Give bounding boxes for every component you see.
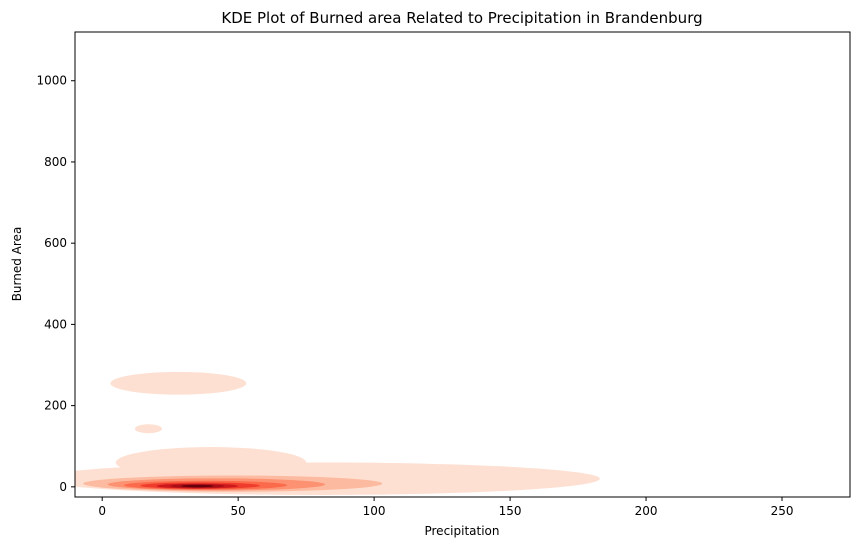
plot-frame: [74, 31, 851, 498]
y-axis: 0 200 400 600 800 1000: [36, 74, 75, 494]
chart-title: KDE Plot of Burned area Related to Preci…: [221, 9, 702, 27]
x-axis-label: Precipitation: [424, 524, 499, 538]
y-tick-label: 600: [44, 236, 67, 250]
y-tick-label: 800: [44, 155, 67, 169]
x-tick-label: 200: [635, 504, 658, 518]
x-tick-label: 150: [499, 504, 522, 518]
x-tick-label: 250: [771, 504, 794, 518]
density-contour-level-8: [181, 484, 214, 488]
density-contour-level-1: [110, 371, 247, 395]
density-contour-level-1: [134, 424, 163, 434]
y-tick-label: 0: [59, 480, 67, 494]
plot-area: [75, 371, 600, 495]
y-axis-label: Burned Area: [10, 227, 24, 302]
x-tick-label: 0: [98, 504, 106, 518]
density-contour-level-1: [115, 447, 307, 478]
y-tick-label: 1000: [36, 74, 67, 88]
y-tick-label: 200: [44, 399, 67, 413]
x-tick-label: 100: [363, 504, 386, 518]
x-tick-label: 50: [231, 504, 246, 518]
y-tick-label: 400: [44, 317, 67, 331]
x-axis: 0 50 100 150 200 250: [98, 497, 793, 518]
